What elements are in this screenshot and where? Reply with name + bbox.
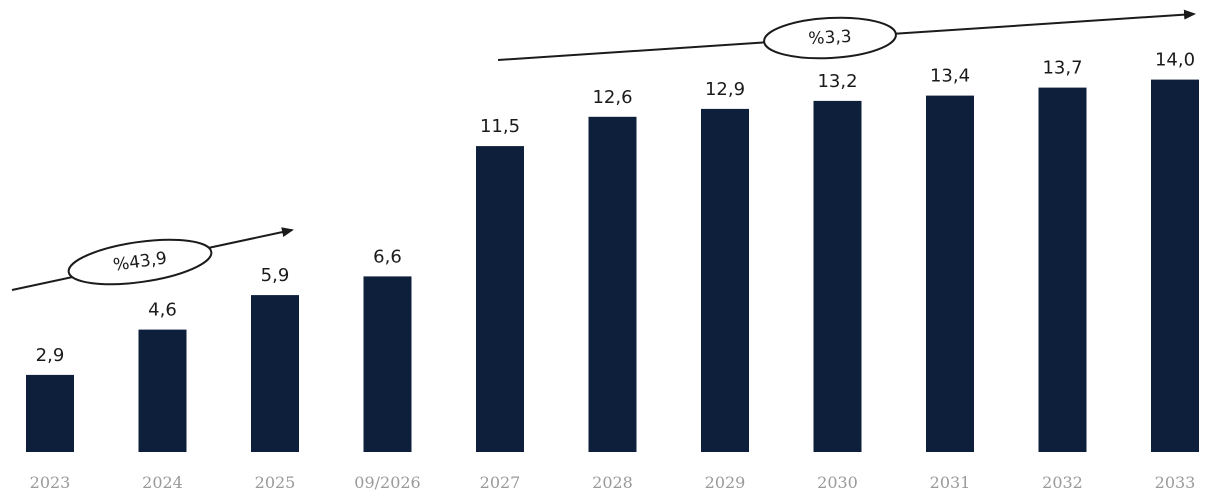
x-tick-label-2032: 2032 [1042,473,1083,492]
bar-2033 [1151,79,1199,452]
x-tick-label-09-2026: 09/2026 [354,473,420,492]
bar-2023 [26,374,74,452]
bar-2024 [138,329,187,452]
data-label-2027: 11,5 [480,116,520,137]
data-label-2029: 12,9 [705,79,745,100]
x-tick-label-2028: 2028 [592,473,633,492]
x-tick-label-2030: 2030 [817,473,858,492]
bar-2030 [813,100,862,453]
growth-annotation-2: %3,3 [497,9,1196,61]
bar-2027 [476,146,524,452]
x-tick-label-2031: 2031 [930,473,971,492]
data-label-2028: 12,6 [592,87,632,108]
x-tick-label-2029: 2029 [705,473,746,492]
data-label-2025: 5,9 [261,265,290,286]
bar-2029 [701,108,749,453]
x-tick-label-2025: 2025 [255,473,296,492]
x-axis-tick-labels: 2023 2024 2025 09/2026 2027 2028 2029 2030 2031 2… [30,473,1196,492]
data-label-2032: 13,7 [1042,58,1082,79]
x-tick-label-2023: 2023 [30,473,71,492]
value-labels-layer: 2,9 4,6 5,9 6,6 11,5 12,6 12,9 13,2 13,4 13,7 14,0 [36,50,1195,366]
growth-rate-label: %3,3 [808,27,852,49]
data-label-2030: 13,2 [817,71,857,92]
data-label-2033: 14,0 [1155,50,1195,71]
bars-layer [26,79,1199,453]
bar-09-2026 [363,276,412,452]
x-tick-label-2027: 2027 [480,473,521,492]
data-label-09-2026: 6,6 [373,246,402,267]
data-label-2031: 13,4 [930,66,970,87]
data-label-2023: 2,9 [36,345,65,366]
growth-annotation-1: %43,9 [11,227,294,291]
bar-2025 [251,295,299,452]
x-tick-label-2024: 2024 [142,473,183,492]
growth-rate-ellipse [763,16,897,60]
x-tick-label-2033: 2033 [1155,473,1196,492]
growth-annotations: %43,9 %3,3 [11,9,1196,291]
data-label-2024: 4,6 [148,300,177,321]
bar-2028 [588,116,637,453]
growth-rate-ellipse [67,238,213,286]
bar-2031 [926,95,974,452]
bar-2032 [1038,87,1087,452]
